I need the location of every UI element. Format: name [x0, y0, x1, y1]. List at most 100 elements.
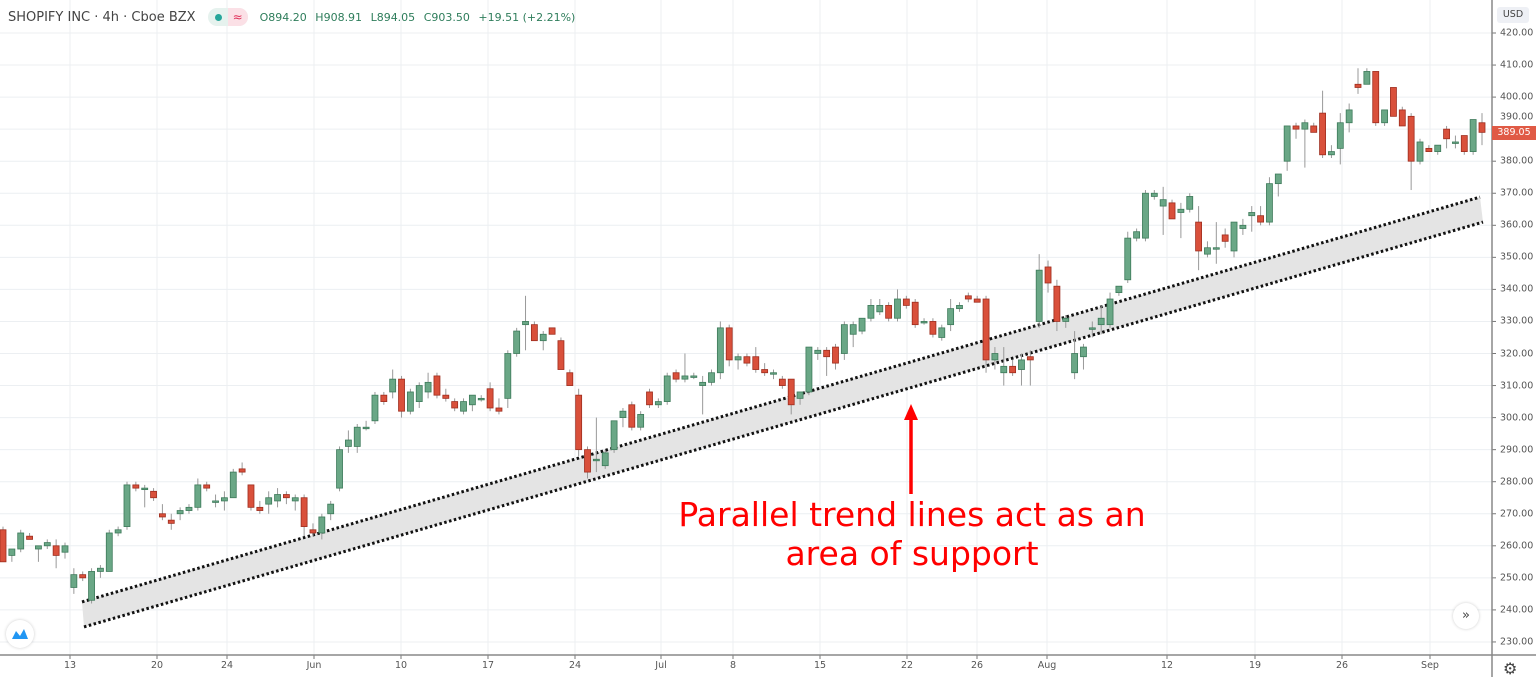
candle-body — [894, 298, 901, 319]
candle — [734, 353, 742, 370]
candle — [1248, 206, 1256, 232]
candle — [610, 420, 618, 453]
candle-body — [628, 404, 636, 428]
candle-body — [468, 394, 476, 406]
candle — [79, 571, 87, 582]
time-tick-label: 26 — [1335, 660, 1349, 671]
candle — [1124, 231, 1132, 283]
candle-body — [1257, 215, 1264, 223]
candle — [309, 523, 317, 537]
candle-body — [619, 410, 627, 419]
candle — [1044, 260, 1052, 293]
candle — [894, 289, 901, 322]
candle-body — [1009, 365, 1017, 374]
candle-body — [1088, 327, 1096, 330]
candle-body — [398, 378, 405, 412]
time-tick-label: Jun — [306, 660, 322, 671]
candle — [761, 363, 769, 376]
candle-body — [1434, 144, 1442, 152]
scroll-to-realtime-button[interactable]: » — [1453, 603, 1479, 629]
candle — [681, 353, 689, 383]
candle-body — [194, 484, 202, 508]
candle-body — [1452, 141, 1459, 144]
candle — [504, 350, 512, 408]
time-tick-label: Sep — [1421, 660, 1439, 671]
candle-body — [1336, 122, 1344, 149]
candle-body — [708, 372, 715, 383]
candle — [1301, 119, 1309, 168]
symbol-title[interactable]: SHOPIFY INC · 4h · Cboe BZX — [8, 9, 196, 25]
candle-body — [1425, 147, 1433, 152]
candle-body — [513, 330, 521, 354]
candle — [1080, 343, 1087, 370]
candle-body — [495, 407, 503, 412]
annotation-line-2: area of support — [785, 534, 1039, 573]
candle — [0, 526, 7, 563]
candle — [61, 542, 69, 559]
candle-body — [336, 449, 343, 489]
candle — [1212, 222, 1220, 264]
candle — [1097, 305, 1105, 335]
candle — [778, 375, 786, 389]
candle — [247, 484, 255, 511]
candle — [1381, 109, 1388, 126]
candle — [26, 532, 33, 540]
candle-body — [1159, 199, 1167, 207]
candle — [132, 481, 140, 492]
candle-body — [486, 388, 494, 409]
candle — [344, 430, 352, 453]
candle — [415, 382, 423, 408]
candle-body — [229, 471, 237, 499]
candle — [548, 327, 556, 335]
candle — [823, 347, 831, 376]
candle-body — [796, 391, 804, 399]
candle — [982, 295, 990, 373]
candle-body — [1018, 359, 1025, 370]
candle — [424, 372, 432, 399]
candle-body — [309, 529, 317, 534]
candle — [167, 513, 175, 530]
candle — [256, 500, 264, 514]
price-tick-label: 310.00 — [1500, 380, 1534, 392]
candle-body — [681, 375, 689, 380]
tradingview-logo-icon[interactable] — [6, 620, 34, 648]
arrow-head — [904, 404, 918, 420]
candle-body — [1328, 151, 1335, 156]
candle — [114, 526, 122, 537]
gear-icon[interactable]: ⚙ — [1503, 659, 1518, 678]
candle — [318, 513, 326, 540]
candle — [530, 321, 538, 342]
candle — [619, 407, 627, 428]
price-tick-label: 420.00 — [1500, 27, 1534, 39]
candle-body — [1168, 202, 1176, 220]
time-tick-label: 17 — [481, 660, 495, 671]
data-delay-icon: ≈ — [227, 8, 248, 26]
candle-body — [1053, 285, 1061, 322]
candle-body — [849, 324, 857, 335]
candle — [991, 347, 999, 370]
candle-body — [1407, 115, 1415, 162]
candle-body — [1292, 125, 1300, 130]
time-tick-label: 19 — [1248, 660, 1262, 671]
price-tick-label: 290.00 — [1500, 444, 1534, 456]
candle-body — [1204, 247, 1211, 255]
candle — [291, 494, 299, 511]
time-tick-label: 8 — [729, 660, 737, 671]
candle — [283, 491, 290, 505]
market-status-pill[interactable]: ≈ — [207, 8, 248, 26]
candle-body — [371, 394, 379, 422]
time-tick-label: 20 — [150, 660, 164, 671]
candle-body — [973, 298, 981, 303]
candle — [1062, 315, 1070, 328]
candle-body — [43, 542, 51, 547]
candle-body — [663, 375, 671, 402]
candle-body — [876, 305, 884, 313]
candle-body — [929, 321, 937, 335]
low-value: L894.05 — [370, 10, 416, 24]
candle-body — [238, 468, 246, 473]
candle-body — [1266, 183, 1273, 223]
candle-body — [1460, 135, 1468, 152]
chart-legend: SHOPIFY INC · 4h · Cboe BZX ≈ O894.20 H9… — [8, 8, 580, 26]
currency-button[interactable]: USD — [1497, 7, 1529, 23]
